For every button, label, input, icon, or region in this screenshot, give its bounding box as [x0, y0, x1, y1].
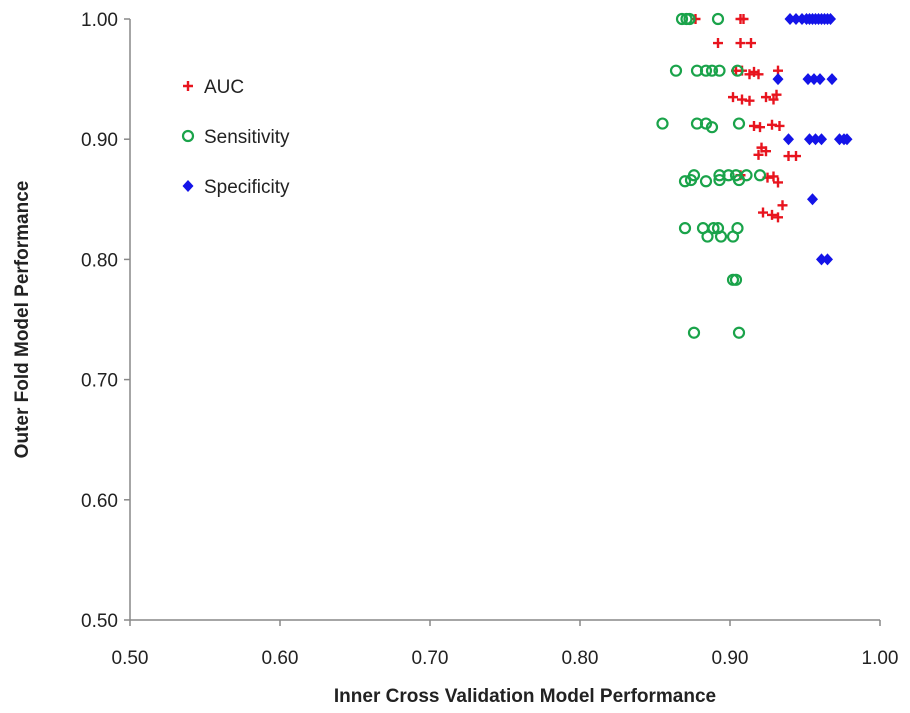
auc-point [753, 149, 764, 160]
sensitivity-point [722, 169, 735, 182]
legend-marker-sensitivity [181, 129, 195, 143]
x-tick-label: 0.70 [412, 648, 449, 669]
sensitivity-point [713, 64, 726, 77]
auc-point [791, 151, 801, 162]
x-tick-label: 0.50 [112, 648, 149, 669]
sensitivity-point [707, 222, 720, 235]
specificity-point [804, 133, 815, 146]
specificity-point [816, 253, 827, 266]
auc-point [767, 119, 777, 130]
sensitivity-point [732, 117, 746, 130]
legend-marker-auc [183, 81, 193, 91]
y-axis-label: Outer Fold Model Performance [12, 181, 33, 459]
sensitivity-point [684, 173, 698, 187]
specificity-point [822, 253, 833, 266]
x-axis-label: Inner Cross Validation Model Performance [334, 686, 716, 707]
sensitivity-point [705, 64, 719, 77]
specificity-point [807, 193, 818, 206]
specificity-point [841, 133, 853, 146]
x-tick-label: 0.60 [262, 648, 299, 669]
specificity-point [814, 73, 826, 86]
sensitivity-point [656, 117, 669, 130]
sensitivity-point [669, 64, 683, 77]
series-specificity [772, 13, 853, 266]
specificity-point [802, 73, 814, 86]
sensitivity-point [713, 173, 726, 187]
sensitivity-point [705, 121, 719, 134]
auc-point [744, 95, 755, 106]
sensitivity-point [699, 64, 713, 77]
y-tick-label: 0.70 [81, 371, 118, 392]
auc-point [737, 94, 747, 105]
auc-point [761, 92, 771, 103]
auc-point [777, 200, 788, 211]
y-tick-label: 0.60 [81, 491, 118, 512]
legend: AUC Sensitivity Specificity [181, 77, 290, 198]
specificity-point [772, 73, 784, 86]
sensitivity-point [687, 326, 701, 339]
sensitivity-point [675, 12, 689, 26]
sensitivity-point [732, 173, 746, 187]
auc-point [761, 146, 771, 157]
y-tick-label: 0.90 [81, 130, 118, 151]
specificity-point [790, 13, 802, 25]
x-tick-label: 0.80 [562, 648, 599, 669]
sensitivity-point [726, 230, 740, 243]
auc-point [758, 207, 768, 218]
y-tick-label: 0.80 [81, 250, 118, 271]
sensitivity-point [731, 64, 744, 77]
sensitivity-point [711, 12, 725, 26]
series-sensitivity [656, 12, 767, 339]
sensitivity-point [683, 12, 696, 26]
y-tick-label: 0.50 [81, 611, 118, 632]
auc-point [738, 14, 749, 24]
legend-label-sensitivity: Sensitivity [204, 127, 290, 148]
sensitivity-point [699, 117, 713, 130]
specificity-point [784, 13, 796, 25]
data-points [656, 12, 853, 339]
x-axis-ticks: 0.50 0.60 0.70 0.80 0.90 1.00 [112, 620, 899, 669]
x-tick-label: 1.00 [862, 648, 899, 669]
auc-point [728, 92, 738, 103]
sensitivity-point [729, 273, 743, 286]
auc-point [735, 38, 746, 49]
y-tick-label: 1.00 [81, 10, 118, 31]
specificity-point [825, 13, 836, 25]
sensitivity-point [701, 230, 714, 243]
x-tick-label: 0.90 [712, 648, 749, 669]
legend-label-specificity: Specificity [204, 177, 290, 198]
sensitivity-point [678, 175, 692, 188]
sensitivity-point [753, 169, 767, 182]
auc-point [768, 171, 779, 182]
auc-point [749, 120, 759, 131]
sensitivity-point [732, 326, 746, 339]
auc-point [774, 120, 785, 131]
specificity-point [826, 73, 838, 86]
auc-point [767, 209, 777, 220]
legend-label-auc: AUC [204, 77, 244, 98]
sensitivity-point [714, 230, 728, 243]
auc-point [773, 177, 783, 188]
sensitivity-point [699, 175, 713, 188]
auc-point [773, 212, 783, 223]
specificity-point [808, 73, 820, 86]
y-axis-ticks: 0.50 0.60 0.70 0.80 0.90 1.00 [81, 10, 130, 632]
auc-point [771, 89, 782, 100]
specificity-point [810, 133, 821, 146]
auc-point [755, 122, 765, 133]
auc-point [753, 69, 764, 80]
sensitivity-point [678, 222, 692, 235]
auc-point [746, 38, 756, 49]
plot-area [129, 19, 880, 621]
auc-point [713, 38, 723, 49]
specificity-point [816, 133, 827, 146]
specificity-point [783, 133, 794, 146]
legend-marker-specificity [182, 180, 194, 192]
